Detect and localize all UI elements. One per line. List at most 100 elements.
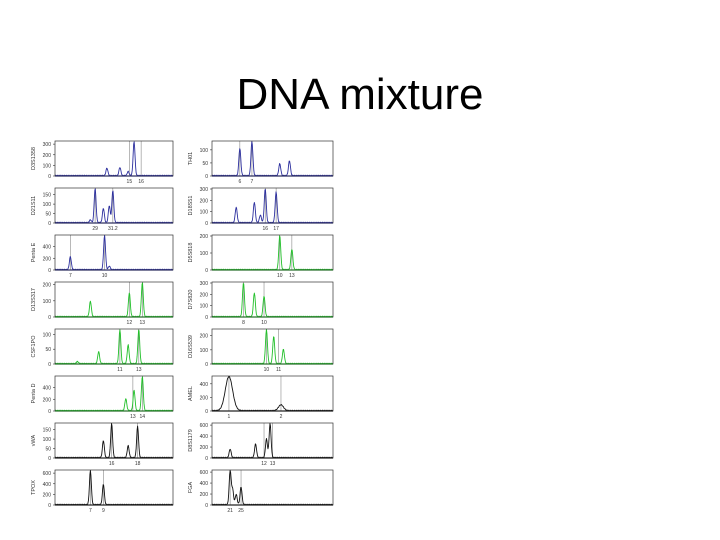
allele-label: 18 <box>135 461 141 467</box>
y-tick-label: 150 <box>43 193 52 199</box>
y-tick-label: 100 <box>200 304 209 310</box>
locus-label: AMEL <box>188 386 194 401</box>
allele-label: 13 <box>289 273 295 279</box>
y-tick-label: 50 <box>202 161 208 167</box>
allele-label: 10 <box>102 273 108 279</box>
y-tick-label: 0 <box>205 221 208 227</box>
panel-d3s1358: 0 100 200 300 D3S1358 15 16 <box>31 140 174 185</box>
panel-penta-e: 0 200 400 Penta E 7 10 <box>31 234 174 279</box>
slide-title: DNA mixture <box>0 70 720 120</box>
y-tick-label: 200 <box>200 445 209 451</box>
panel-amel: 0 200 400 AMEL 1 2 <box>188 375 334 420</box>
panel-vwa: 0 50 100 150 vWA 16 18 <box>31 422 174 467</box>
locus-label: vWA <box>31 434 37 446</box>
allele-label: 12 <box>261 461 267 467</box>
locus-label: Penta E <box>31 242 37 262</box>
y-tick-label: 400 <box>43 386 52 392</box>
locus-label: TPOX <box>31 480 37 495</box>
y-tick-label: 200 <box>200 292 209 298</box>
y-tick-label: 200 <box>200 492 209 498</box>
y-tick-label: 200 <box>200 234 209 240</box>
allele-label: 9 <box>102 508 105 514</box>
y-tick-label: 200 <box>200 395 209 401</box>
allele-label: 25 <box>238 508 244 514</box>
y-tick-label: 0 <box>48 268 51 274</box>
panel-d16s539: 0 100 200 D16S539 10 11 <box>188 328 334 373</box>
y-tick-label: 200 <box>43 153 52 159</box>
y-tick-label: 400 <box>200 481 209 487</box>
allele-label: 7 <box>251 179 254 185</box>
panel-penta-d: 0 200 400 Penta D 13 14 <box>31 375 174 420</box>
y-tick-label: 400 <box>200 434 209 440</box>
locus-label: D3S1358 <box>31 147 37 170</box>
y-tick-label: 100 <box>43 299 52 305</box>
y-tick-label: 0 <box>48 409 51 415</box>
y-tick-label: 200 <box>200 198 209 204</box>
y-tick-label: 200 <box>43 397 52 403</box>
y-tick-label: 200 <box>43 492 52 498</box>
allele-label: 13 <box>130 414 136 420</box>
allele-label: 2 <box>280 414 283 420</box>
allele-label: 13 <box>140 320 146 326</box>
y-tick-label: 0 <box>48 456 51 462</box>
locus-label: D16S539 <box>188 335 194 358</box>
allele-label: 11 <box>117 367 122 373</box>
panel-tpox: 0 200 400 600 TPOX 7 9 <box>31 469 174 514</box>
y-tick-label: 0 <box>205 456 208 462</box>
allele-label: 13 <box>270 461 276 467</box>
allele-label: 16 <box>262 226 268 232</box>
y-tick-label: 600 <box>200 423 209 429</box>
panel-csf1po: 0 50 100 CSF1PO 11 13 <box>31 328 174 373</box>
allele-label: 31.2 <box>108 226 118 232</box>
allele-label: 16 <box>138 179 144 185</box>
allele-label: 6 <box>238 179 241 185</box>
locus-label: TH01 <box>188 152 194 165</box>
allele-label: 8 <box>242 320 245 326</box>
locus-label: D13S317 <box>31 288 37 311</box>
panel-th01: 0 50 100 TH01 6 7 <box>188 140 334 185</box>
allele-label: 11 <box>276 367 281 373</box>
panel-d5s818: 0 100 200 D5S818 10 13 <box>188 234 334 279</box>
slide-title-text: DNA mixture <box>236 70 484 119</box>
allele-label: 1 <box>228 414 231 420</box>
allele-label: 15 <box>127 179 133 185</box>
y-tick-label: 0 <box>48 174 51 180</box>
allele-label: 14 <box>140 414 146 420</box>
panel-fga: 0 200 400 600 FGA 21 25 <box>188 469 334 514</box>
locus-label: Penta D <box>31 384 37 404</box>
y-tick-label: 0 <box>205 503 208 509</box>
allele-label: 21 <box>227 508 233 514</box>
y-tick-label: 0 <box>205 362 208 368</box>
allele-label: 16 <box>109 461 115 467</box>
y-tick-label: 50 <box>45 212 51 218</box>
panel-d18s51: 0 100 200 300 D18S51 16 17 <box>188 187 334 232</box>
y-tick-label: 100 <box>43 202 52 208</box>
allele-label: 10 <box>264 367 270 373</box>
y-tick-label: 0 <box>205 409 208 415</box>
y-tick-label: 0 <box>205 174 208 180</box>
y-tick-label: 100 <box>200 348 209 354</box>
allele-label: 17 <box>273 226 279 232</box>
y-tick-label: 50 <box>45 347 51 353</box>
locus-label: D18S51 <box>188 196 194 216</box>
allele-label: 12 <box>127 320 133 326</box>
y-tick-label: 0 <box>48 503 51 509</box>
panel-d13s317: 0 100 200 D13S317 12 13 <box>31 281 174 326</box>
y-tick-label: 100 <box>200 148 209 154</box>
locus-label: D21S11 <box>31 196 37 215</box>
y-tick-label: 100 <box>43 332 52 338</box>
y-tick-label: 600 <box>200 470 209 476</box>
allele-label: 7 <box>69 273 72 279</box>
y-tick-label: 200 <box>43 256 52 262</box>
locus-label: D5S818 <box>188 243 194 263</box>
allele-label: 10 <box>261 320 267 326</box>
locus-label: FGA <box>188 482 194 494</box>
panel-d21s11: 0 50 100 150 D21S11 29 31.2 <box>31 187 174 232</box>
y-tick-label: 100 <box>200 251 209 257</box>
allele-label: 13 <box>136 367 142 373</box>
panel-d7s820: 0 100 200 300 D7S820 8 10 <box>188 281 334 326</box>
allele-label: 10 <box>277 273 283 279</box>
y-tick-label: 150 <box>43 428 52 434</box>
y-tick-label: 100 <box>43 437 52 443</box>
